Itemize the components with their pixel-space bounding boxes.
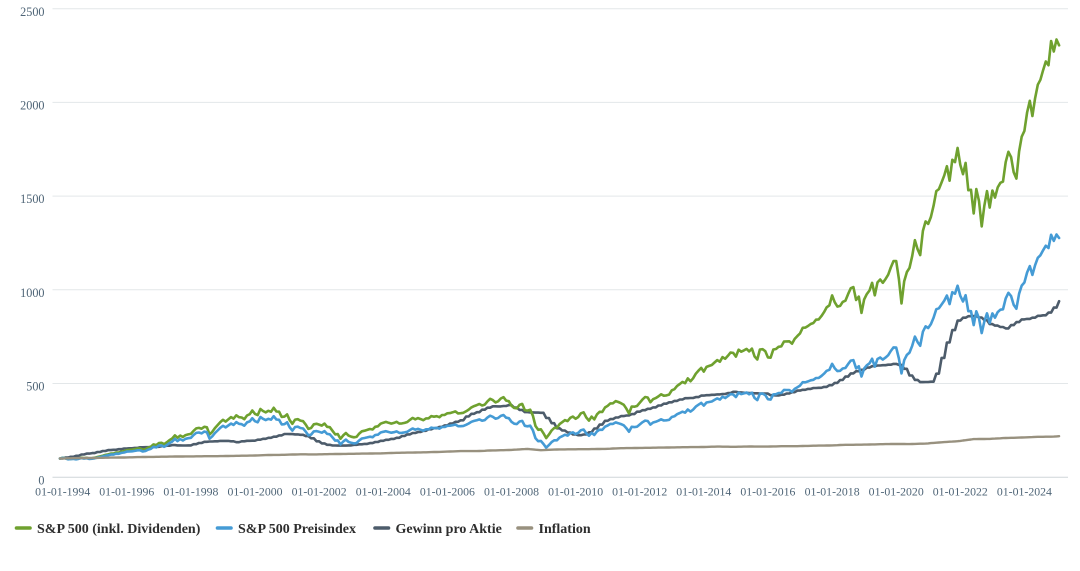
svg-text:Gewinn pro Aktie: Gewinn pro Aktie	[396, 522, 502, 537]
svg-text:01-01-2012: 01-01-2012	[612, 485, 667, 499]
svg-text:S&P 500 (inkl. Dividenden): S&P 500 (inkl. Dividenden)	[37, 522, 201, 537]
svg-text:01-01-1998: 01-01-1998	[163, 485, 218, 499]
svg-text:2000: 2000	[20, 99, 44, 113]
svg-text:01-01-2014: 01-01-2014	[676, 485, 731, 499]
svg-text:01-01-2010: 01-01-2010	[548, 485, 603, 499]
svg-text:01-01-2022: 01-01-2022	[933, 485, 988, 499]
svg-text:0: 0	[38, 473, 44, 487]
svg-text:01-01-1996: 01-01-1996	[99, 485, 154, 499]
svg-text:1000: 1000	[20, 286, 44, 300]
svg-text:01-01-2024: 01-01-2024	[997, 485, 1052, 499]
svg-text:S&P 500 Preisindex: S&P 500 Preisindex	[238, 522, 356, 537]
svg-text:01-01-2006: 01-01-2006	[420, 485, 475, 499]
svg-text:01-01-2004: 01-01-2004	[356, 485, 411, 499]
svg-text:01-01-1994: 01-01-1994	[35, 485, 90, 499]
svg-text:Inflation: Inflation	[539, 522, 591, 537]
svg-text:01-01-2016: 01-01-2016	[740, 485, 795, 499]
svg-text:01-01-2018: 01-01-2018	[805, 485, 860, 499]
svg-text:2500: 2500	[20, 5, 44, 19]
svg-text:500: 500	[26, 380, 44, 394]
svg-text:01-01-2020: 01-01-2020	[869, 485, 924, 499]
svg-text:01-01-2000: 01-01-2000	[227, 485, 282, 499]
svg-text:1500: 1500	[20, 192, 44, 206]
svg-text:01-01-2002: 01-01-2002	[292, 485, 347, 499]
svg-text:01-01-2008: 01-01-2008	[484, 485, 539, 499]
